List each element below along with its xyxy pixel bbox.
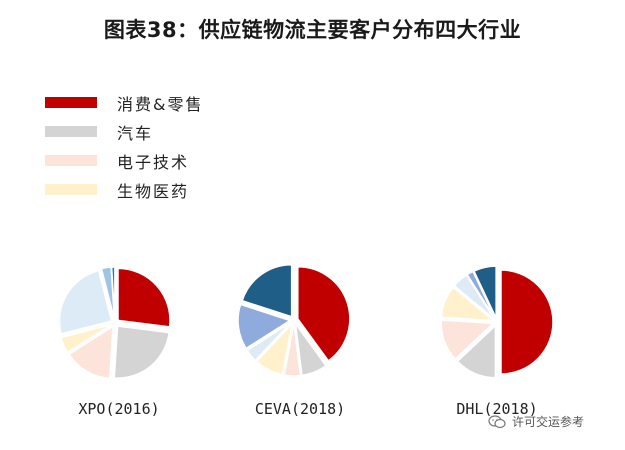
pie-2-slice-1 <box>456 323 497 379</box>
pie-0-label: XPO(2016) <box>78 400 159 418</box>
pie-2-slice-2 <box>440 319 496 361</box>
legend-item-electronics: 电子技术 <box>45 146 203 175</box>
pie-1-slice-1 <box>294 323 328 377</box>
legend-label-automotive: 汽车 <box>117 123 154 143</box>
pie-0 <box>58 266 171 380</box>
chart-title: 图表38：供应链物流主要客户分布四大行业 <box>103 18 522 42</box>
pie-0-slice-2 <box>68 325 114 380</box>
pie-1 <box>237 264 351 377</box>
pie-1-slice-5 <box>237 303 292 350</box>
legend-swatch-consumer-retail <box>45 97 97 108</box>
pie-0-slice-1 <box>113 325 170 379</box>
pie-1-slice-4 <box>245 321 292 362</box>
pie-2-slice-4 <box>453 274 495 320</box>
legend-swatch-electronics <box>45 155 97 166</box>
pie-2-slice-3 <box>440 286 496 322</box>
legend-item-automotive: 汽车 <box>45 117 203 146</box>
pie-1-label: CEVA(2018) <box>255 400 345 418</box>
legend-label-consumer-retail: 消费&零售 <box>117 94 204 114</box>
pie-0-slice-4 <box>58 269 113 335</box>
pie-2-slice-6 <box>472 265 497 319</box>
pie-2-slice-0 <box>500 269 554 375</box>
legend-item-life-sciences: 生物医药 <box>45 175 203 204</box>
pie-2-slice-5 <box>466 270 496 319</box>
pie-0-slice-6 <box>110 266 116 320</box>
pie-2 <box>440 265 554 379</box>
legend-item-consumer-retail: 消费&零售 <box>45 88 203 117</box>
pie-0-slice-3 <box>60 323 112 354</box>
pie-1-slice-0 <box>297 266 351 362</box>
pie-2-label: DHL(2018) <box>456 400 537 418</box>
wechat-icon <box>488 414 506 428</box>
legend: 消费&零售 汽车 电子技术 生物医药 <box>45 88 203 204</box>
pie-1-slice-2 <box>283 323 302 377</box>
pie-0-slice-0 <box>117 267 171 328</box>
watermark: 许可交运参考 <box>488 413 584 430</box>
pie-1-slice-3 <box>255 321 294 376</box>
watermark-text: 许可交运参考 <box>512 415 585 429</box>
legend-label-electronics: 电子技术 <box>117 152 190 172</box>
pie-1-slice-6 <box>241 264 293 318</box>
legend-label-life-sciences: 生物医药 <box>117 181 190 201</box>
legend-swatch-automotive <box>45 126 97 137</box>
legend-swatch-life-sciences <box>45 184 97 195</box>
